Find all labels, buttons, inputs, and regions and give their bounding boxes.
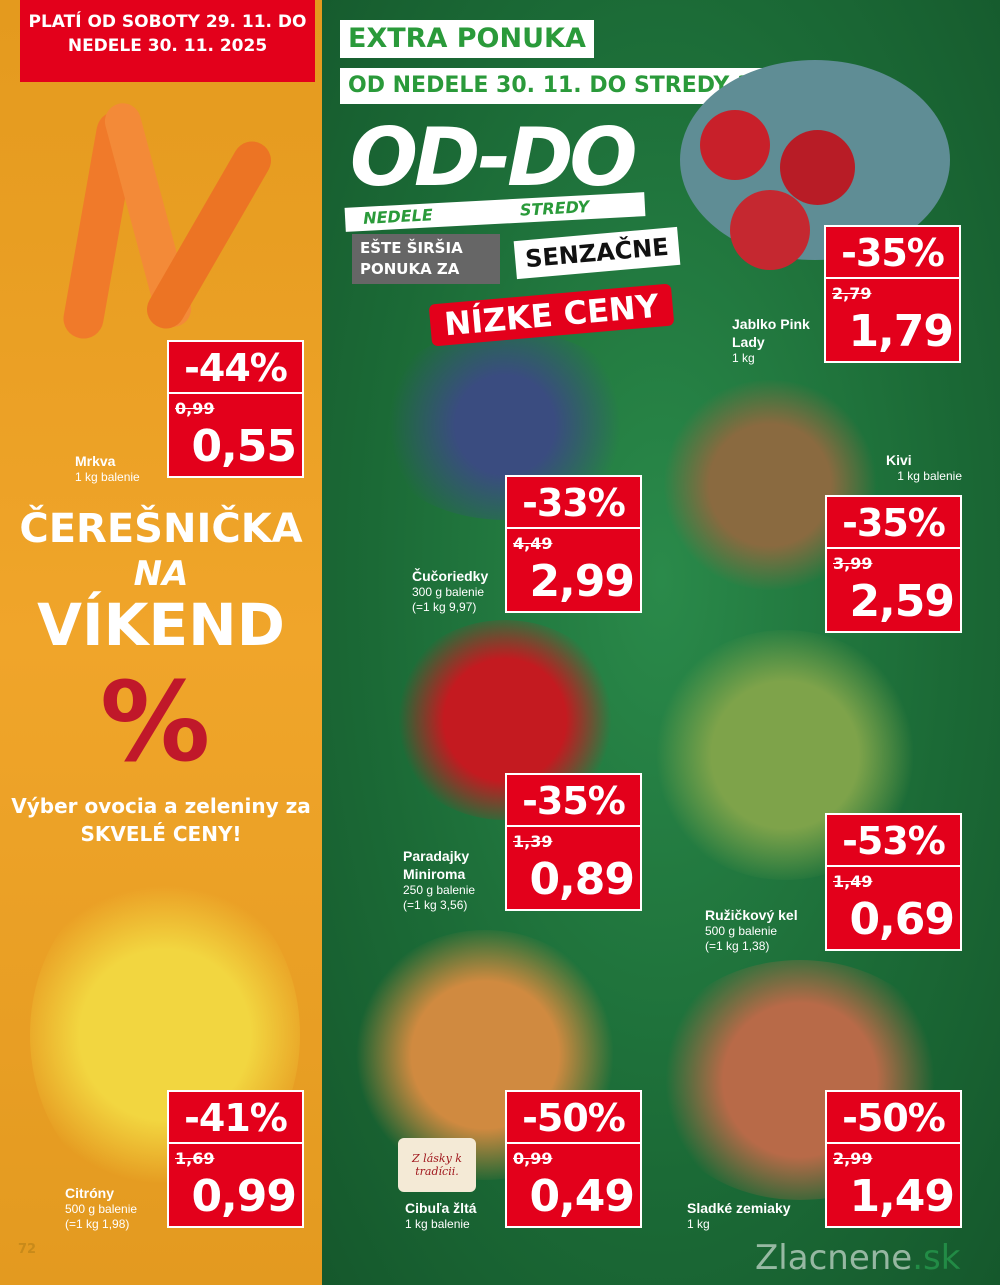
- product-label-kiwi: Kivi 1 kg balenie: [886, 452, 962, 483]
- page-number: 72: [18, 1242, 37, 1257]
- price-box-lemons: -41% 1,69 0,99: [167, 1090, 304, 1228]
- product-label-onions: Cibuľa žltá 1 kg balenie: [405, 1200, 477, 1231]
- wider-offer-text: EŠTE ŠIRŠIA PONUKA ZA: [352, 234, 500, 284]
- product-label-brussels-sprouts: Ružičkový kel 500 g balenie (=1 kg 1,38): [705, 907, 798, 953]
- price-box-brussels-sprouts: -53% 1,49 0,69: [825, 813, 962, 951]
- product-label-tomatoes: Paradajky Miniroma 250 g balenie (=1 kg 3,…: [403, 848, 476, 912]
- to-day: STREDY: [519, 197, 590, 220]
- product-label-sweet-potatoes: Sladké zemiaky 1 kg: [687, 1200, 791, 1231]
- price-box-tomatoes: -35% 1,39 0,89: [505, 773, 642, 911]
- cherry-percent-icon: %: [100, 658, 211, 786]
- from-day: NEDELE: [362, 205, 434, 228]
- product-label-lemons: Citróny 500 g balenie (=1 kg 1,98): [65, 1185, 138, 1231]
- od-do-logo: OD-DO: [350, 111, 638, 204]
- weekend-title-1: ČEREŠNIČKA: [19, 506, 303, 552]
- product-label-apple: Jablko Pink Lady 1 kg: [732, 316, 810, 365]
- price-box-carrot: -44% 0,99 0,55: [167, 340, 304, 478]
- weekend-title-3: VÍKEND: [37, 591, 285, 659]
- watermark: Zlacnene.sk: [755, 1238, 961, 1278]
- price-box-apple: -35% 2,79 1,79: [824, 225, 961, 363]
- price-box-blueberries: -33% 4,49 2,99: [505, 475, 642, 613]
- price-box-onions: -50% 0,99 0,49: [505, 1090, 642, 1228]
- product-label-carrot: Mrkva 1 kg balenie: [75, 453, 140, 484]
- price-box-sweet-potatoes: -50% 2,99 1,49: [825, 1090, 962, 1228]
- weekend-title-2: NA: [133, 554, 189, 594]
- validity-badge: PLATÍ OD SOBOTY 29. 11. DO NEDELE 30. 11…: [20, 0, 315, 82]
- price-box-kiwi: -35% 3,99 2,59: [825, 495, 962, 633]
- weekend-subtitle: Výber ovocia a zeleniny za SKVELÉ CENY!: [11, 794, 311, 846]
- product-label-blueberries: Čučoriedky 300 g balenie (=1 kg 9,97): [412, 568, 489, 614]
- tradition-badge: Z lásky k tradícii.: [398, 1138, 476, 1192]
- extra-offer-title: EXTRA PONUKA: [340, 20, 594, 58]
